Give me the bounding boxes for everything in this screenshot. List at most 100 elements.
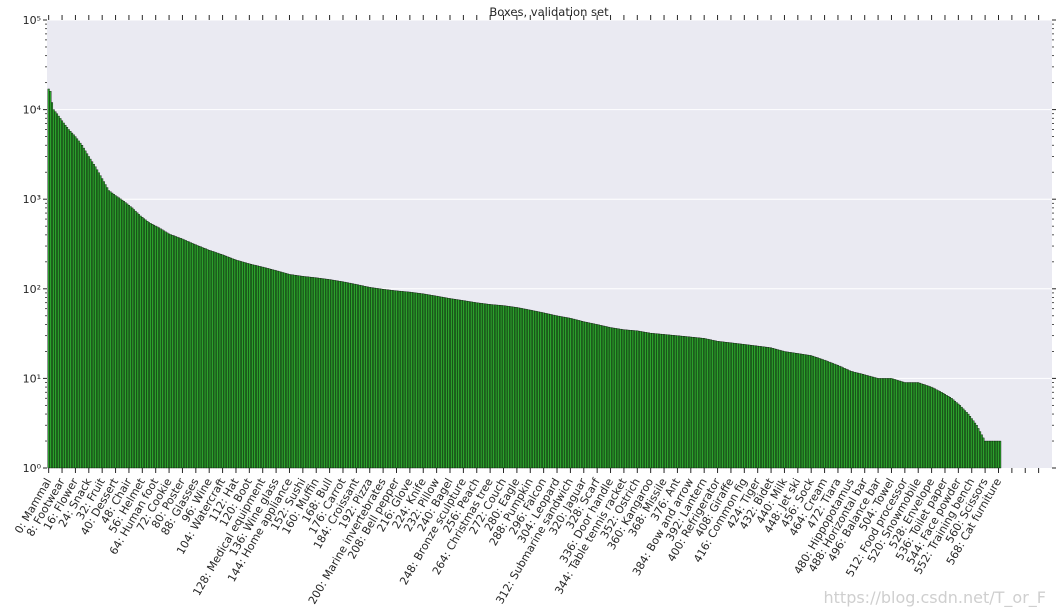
- bar: [425, 294, 428, 469]
- bar: [484, 303, 487, 469]
- bar: [49, 91, 52, 469]
- bar: [768, 347, 771, 469]
- bar: [126, 203, 129, 469]
- bar: [584, 321, 587, 469]
- bar: [418, 293, 421, 469]
- bar: [765, 346, 768, 469]
- bar: [741, 343, 744, 469]
- bar: [753, 345, 756, 469]
- bar: [716, 341, 719, 469]
- bar: [400, 291, 403, 469]
- bar: [661, 334, 664, 469]
- bar: [106, 187, 109, 469]
- bar: [992, 440, 995, 469]
- bar: [868, 375, 871, 469]
- bar: [581, 321, 584, 469]
- bar: [385, 289, 388, 469]
- bar: [592, 323, 595, 469]
- bar: [144, 219, 147, 469]
- bar: [701, 337, 704, 469]
- bar: [84, 150, 87, 469]
- bar: [801, 354, 804, 469]
- bar: [163, 230, 166, 469]
- bar: [644, 332, 647, 469]
- bar: [969, 416, 972, 469]
- bar: [614, 328, 617, 469]
- bar: [405, 291, 408, 469]
- bar: [532, 310, 535, 469]
- bar: [260, 266, 263, 469]
- bar: [97, 172, 100, 469]
- bar: [564, 317, 567, 469]
- bar: [843, 368, 846, 469]
- bar: [634, 330, 637, 469]
- bar: [156, 226, 159, 469]
- bar: [353, 283, 356, 469]
- bar: [696, 337, 699, 469]
- bar: [365, 286, 368, 469]
- bar: [821, 359, 824, 469]
- bar: [898, 380, 901, 469]
- bar: [783, 351, 786, 469]
- bar: [594, 323, 597, 469]
- bar: [467, 301, 470, 469]
- bar: [72, 134, 75, 469]
- bar: [561, 316, 564, 469]
- bar: [176, 236, 179, 469]
- bar: [957, 403, 960, 469]
- bar: [519, 307, 522, 469]
- bar: [206, 249, 209, 469]
- bar: [323, 278, 326, 469]
- bar: [139, 215, 142, 469]
- bar: [507, 306, 510, 469]
- bar: [492, 304, 495, 469]
- bar: [830, 362, 833, 469]
- bar: [887, 378, 890, 469]
- bar: [855, 372, 858, 469]
- bar: [965, 412, 968, 469]
- bar: [820, 358, 823, 469]
- bar: [559, 316, 562, 469]
- bar: [902, 381, 905, 469]
- bar: [64, 124, 67, 469]
- bar: [709, 339, 712, 469]
- bar: [865, 374, 868, 469]
- bar: [556, 315, 559, 469]
- bar: [962, 408, 965, 469]
- bar: [194, 244, 197, 469]
- bar: [627, 329, 630, 469]
- bar: [306, 276, 309, 469]
- bar: [345, 282, 348, 469]
- bar: [397, 290, 400, 469]
- bar: [718, 341, 721, 469]
- bar: [450, 298, 453, 469]
- bar: [188, 241, 191, 469]
- bar: [335, 280, 338, 469]
- bar: [320, 278, 323, 469]
- bar: [948, 397, 952, 469]
- bar: [989, 440, 992, 469]
- bar: [239, 261, 242, 469]
- bar: [828, 361, 831, 469]
- bar: [550, 314, 554, 469]
- y-tick-label: 10⁵: [23, 14, 41, 27]
- bar: [785, 351, 788, 469]
- bar: [280, 271, 283, 469]
- bar: [671, 334, 674, 469]
- bar: [330, 279, 333, 469]
- bar: [574, 319, 577, 469]
- bar: [873, 377, 876, 469]
- bar: [350, 283, 353, 469]
- bar: [464, 300, 467, 469]
- bar: [776, 349, 779, 469]
- bar: [265, 267, 268, 469]
- bar: [427, 294, 430, 469]
- bar: [900, 381, 903, 469]
- bars: [47, 88, 1002, 469]
- bar: [168, 233, 171, 469]
- bar: [437, 296, 440, 469]
- bar: [952, 399, 955, 469]
- bar: [554, 315, 557, 469]
- bar: [470, 301, 473, 469]
